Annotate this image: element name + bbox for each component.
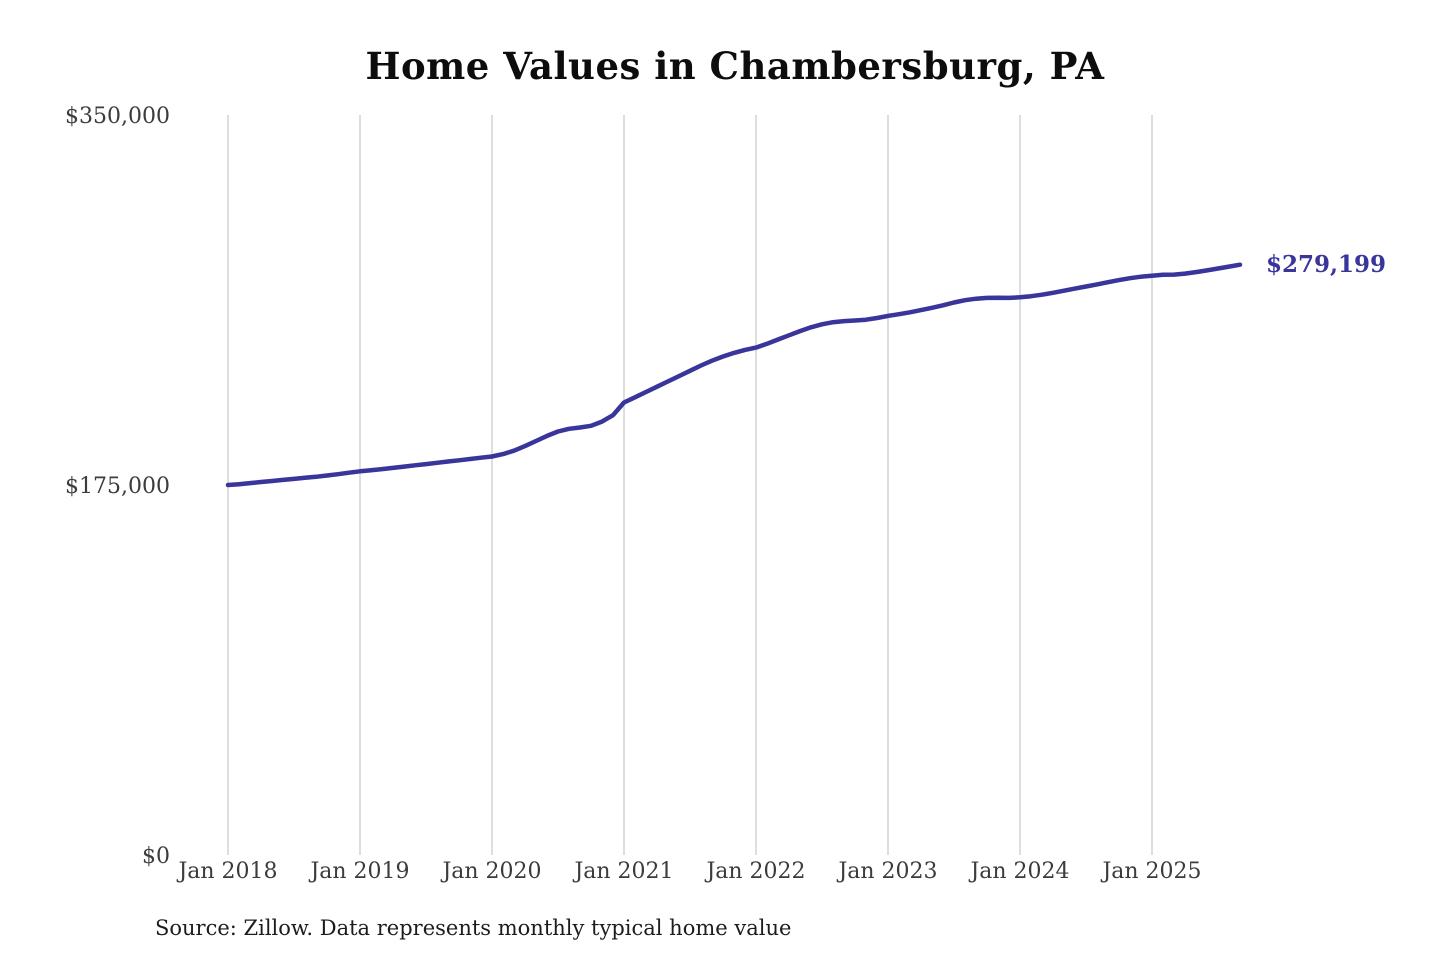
x-axis-tick-label: Jan 2021: [572, 859, 673, 884]
source-note: Source: Zillow. Data represents monthly …: [155, 916, 792, 940]
x-axis-tick-label: Jan 2019: [308, 859, 409, 884]
x-axis-tick-label: Jan 2018: [176, 859, 277, 884]
x-axis-tick-label: Jan 2023: [836, 859, 937, 884]
page-title: Home Values in Chambersburg, PA: [365, 44, 1105, 88]
y-axis-tick-label: $175,000: [65, 474, 170, 499]
x-axis-tick-label: Jan 2020: [440, 859, 541, 884]
y-axis-tick-label: $0: [142, 844, 170, 869]
y-axis-tick-label: $350,000: [65, 104, 170, 129]
x-axis-tick-label: Jan 2022: [704, 859, 805, 884]
home-value-series-line: [225, 262, 1243, 488]
x-axis-tick-label: Jan 2024: [968, 859, 1069, 884]
final-value-label: $279,199: [1266, 250, 1387, 278]
x-axis-tick-label: Jan 2025: [1100, 859, 1201, 884]
